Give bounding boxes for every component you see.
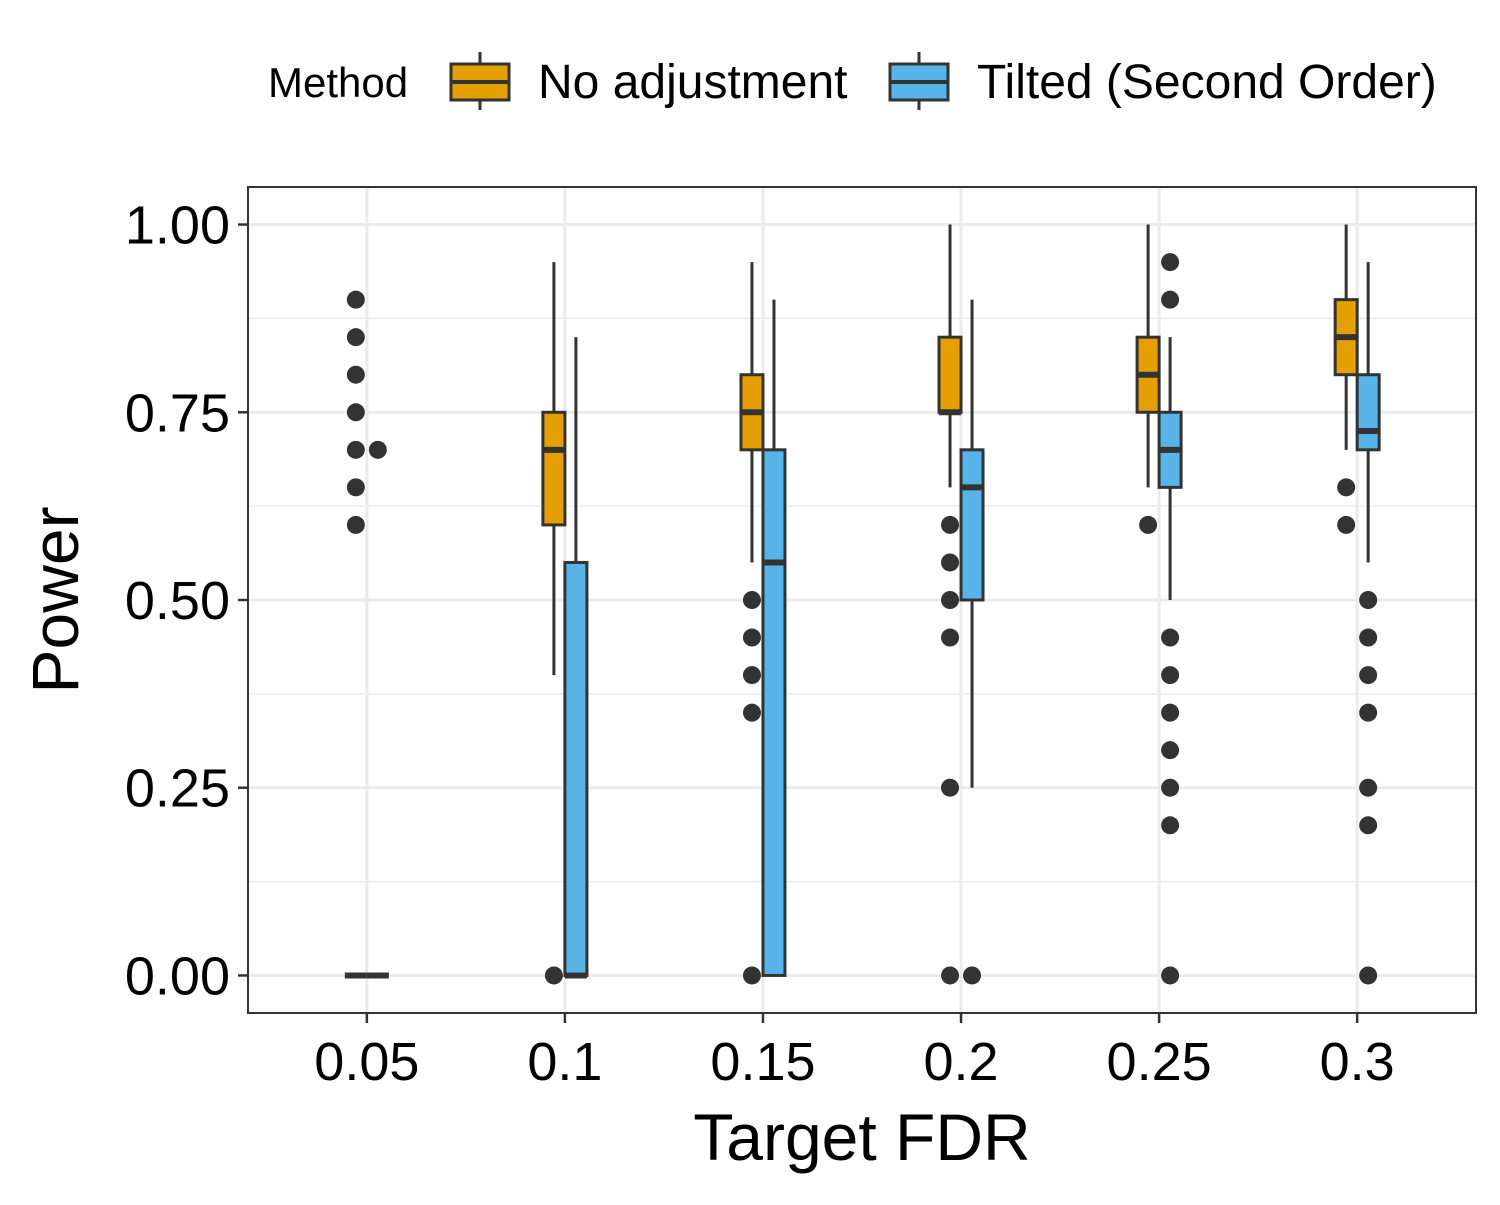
outlier-point xyxy=(742,666,761,685)
box-no-adjustment-0.1 xyxy=(541,262,567,985)
outlier-point xyxy=(1161,290,1180,309)
y-tick-label: 0.00 xyxy=(125,946,230,1006)
outlier-point xyxy=(368,440,387,459)
x-tick-label: 0.25 xyxy=(1107,1032,1212,1092)
outlier-point xyxy=(941,966,960,985)
box-no-adjustment-0.05 xyxy=(344,290,367,979)
box-tilted-second-order-0.05 xyxy=(366,440,389,979)
box-iqr xyxy=(563,560,589,977)
x-tick-label: 0.15 xyxy=(710,1032,815,1092)
grid-lines xyxy=(248,187,1476,1013)
outlier-point xyxy=(742,966,761,985)
x-tick-label: 0.1 xyxy=(527,1032,602,1092)
outlier-point xyxy=(1359,778,1378,797)
outlier-point xyxy=(1161,666,1180,685)
x-tick-label: 0.2 xyxy=(923,1032,998,1092)
box-no-adjustment-0.2 xyxy=(937,224,963,985)
outlier-point xyxy=(1359,628,1378,647)
x-tick-label: 0.3 xyxy=(1320,1032,1395,1092)
box-iqr xyxy=(937,335,963,414)
box-tilted-second-order-0.25 xyxy=(1157,253,1183,985)
box-iqr xyxy=(959,448,985,602)
legend-key-no-adjustment xyxy=(449,52,511,110)
outlier-point xyxy=(1337,515,1356,534)
outlier-point xyxy=(346,290,365,309)
outlier-point xyxy=(941,515,960,534)
box-iqr xyxy=(1355,373,1381,452)
outlier-point xyxy=(1161,253,1180,272)
y-tick-label: 1.00 xyxy=(125,196,230,256)
outlier-point xyxy=(1161,816,1180,835)
y-tick-label: 0.75 xyxy=(125,383,230,443)
outlier-point xyxy=(1161,703,1180,722)
box-tilted-second-order-0.3 xyxy=(1355,262,1381,985)
box-iqr xyxy=(541,410,567,527)
outlier-point xyxy=(346,328,365,347)
outlier-point xyxy=(1161,966,1180,985)
outlier-point xyxy=(1139,515,1158,534)
box-no-adjustment-0.25 xyxy=(1135,224,1161,534)
y-tick-label: 0.25 xyxy=(125,759,230,819)
outlier-point xyxy=(1337,478,1356,497)
legend: Method No adjustment Tilted (Second Orde… xyxy=(268,52,1437,110)
x-tick-label: 0.05 xyxy=(314,1032,419,1092)
box-no-adjustment-0.15 xyxy=(739,262,765,985)
outlier-point xyxy=(742,591,761,609)
outlier-point xyxy=(742,628,761,647)
outlier-point xyxy=(1161,741,1180,760)
outlier-point xyxy=(346,440,365,459)
box-tilted-second-order-0.15 xyxy=(761,299,787,977)
legend-title: Method xyxy=(268,59,408,106)
outlier-point xyxy=(1161,628,1180,647)
outlier-point xyxy=(346,478,365,497)
outlier-point xyxy=(1359,666,1378,685)
axes: 0.00 0.25 0.50 0.75 1.00 0.05 0.1 0.15 0.2 0.25 0.… xyxy=(125,196,1395,1092)
legend-label-tilted: Tilted (Second Order) xyxy=(977,56,1437,109)
outlier-point xyxy=(941,591,960,609)
box-tilted-second-order-0.2 xyxy=(959,299,985,985)
box-no-adjustment-0.3 xyxy=(1333,224,1359,534)
outlier-point xyxy=(346,515,365,534)
y-axis-title: Power xyxy=(18,506,92,693)
legend-key-tilted xyxy=(888,52,950,110)
outlier-point xyxy=(1359,591,1378,609)
box-iqr xyxy=(761,448,787,977)
outlier-point xyxy=(941,553,960,572)
outlier-point xyxy=(1359,966,1378,985)
outlier-point xyxy=(941,628,960,647)
outlier-point xyxy=(742,703,761,722)
box-plots xyxy=(344,224,1381,985)
outlier-point xyxy=(346,365,365,384)
outlier-point xyxy=(544,966,563,985)
outlier-point xyxy=(963,966,982,985)
legend-label-no-adjustment: No adjustment xyxy=(538,56,848,109)
box-tilted-second-order-0.1 xyxy=(563,337,589,979)
x-axis-title: Target FDR xyxy=(693,1100,1030,1174)
outlier-point xyxy=(346,403,365,422)
outlier-point xyxy=(941,778,960,797)
outlier-point xyxy=(1359,816,1378,835)
outlier-point xyxy=(1161,778,1180,797)
y-tick-label: 0.50 xyxy=(125,571,230,631)
outlier-point xyxy=(1359,703,1378,722)
